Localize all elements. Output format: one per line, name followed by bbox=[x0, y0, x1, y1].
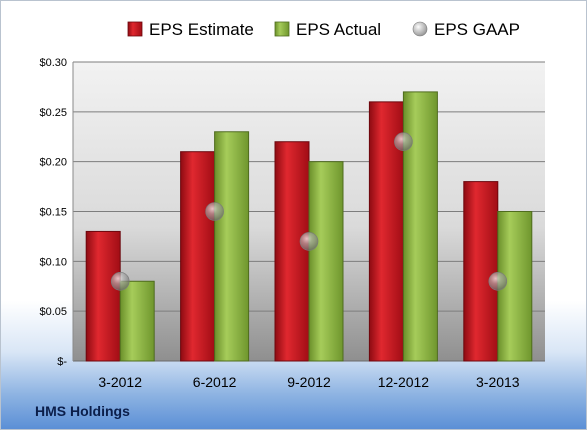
eps-gaap-marker bbox=[488, 271, 508, 291]
legend-label: EPS Actual bbox=[296, 20, 381, 39]
eps-actual-bar bbox=[402, 91, 438, 362]
legend-label: EPS GAAP bbox=[434, 20, 520, 39]
x-tick-label: 6-2012 bbox=[193, 374, 237, 390]
y-tick-label: $0.25 bbox=[39, 107, 67, 119]
eps-estimate-bar bbox=[274, 141, 310, 362]
x-tick-label: 12-2012 bbox=[378, 374, 430, 390]
y-tick-label: $0.10 bbox=[39, 256, 67, 268]
company-name: HMS Holdings bbox=[35, 403, 130, 419]
eps-estimate-bar bbox=[180, 151, 216, 362]
eps-actual-bar bbox=[214, 131, 250, 362]
y-tick-label: $0.20 bbox=[39, 157, 67, 169]
eps-gaap-marker bbox=[110, 271, 130, 291]
eps-gaap-marker bbox=[394, 132, 413, 152]
eps-gaap-marker bbox=[299, 232, 319, 251]
legend-swatch-gaap bbox=[412, 21, 428, 37]
legend: EPS Estimate EPS Actual EPS GAAP bbox=[127, 20, 520, 39]
legend-swatch-actual bbox=[274, 21, 290, 37]
bars bbox=[85, 91, 533, 362]
y-tick-label: $0.15 bbox=[39, 207, 67, 219]
y-tick-label: $- bbox=[57, 356, 67, 368]
legend-label: EPS Estimate bbox=[149, 20, 254, 39]
y-axis-ticks: $0.30 $0.25 $0.20 $0.15 $0.10 $0.05 $- bbox=[39, 57, 67, 368]
gaap-markers bbox=[110, 132, 508, 291]
eps-actual-bar bbox=[119, 280, 155, 362]
eps-estimate-bar bbox=[85, 230, 121, 362]
x-tick-label: 3-2012 bbox=[98, 374, 142, 390]
eps-estimate-bar bbox=[463, 181, 499, 362]
x-axis-ticks: 3-2012 6-2012 9-2012 12-2012 3-2013 bbox=[98, 374, 519, 390]
eps-gaap-marker bbox=[205, 202, 224, 221]
y-tick-label: $0.30 bbox=[39, 57, 67, 69]
y-tick-label: $0.05 bbox=[39, 306, 67, 318]
x-tick-label: 9-2012 bbox=[287, 374, 331, 390]
legend-swatch-estimate bbox=[127, 21, 143, 37]
eps-actual-bar bbox=[308, 161, 344, 362]
x-tick-label: 3-2013 bbox=[476, 374, 520, 390]
